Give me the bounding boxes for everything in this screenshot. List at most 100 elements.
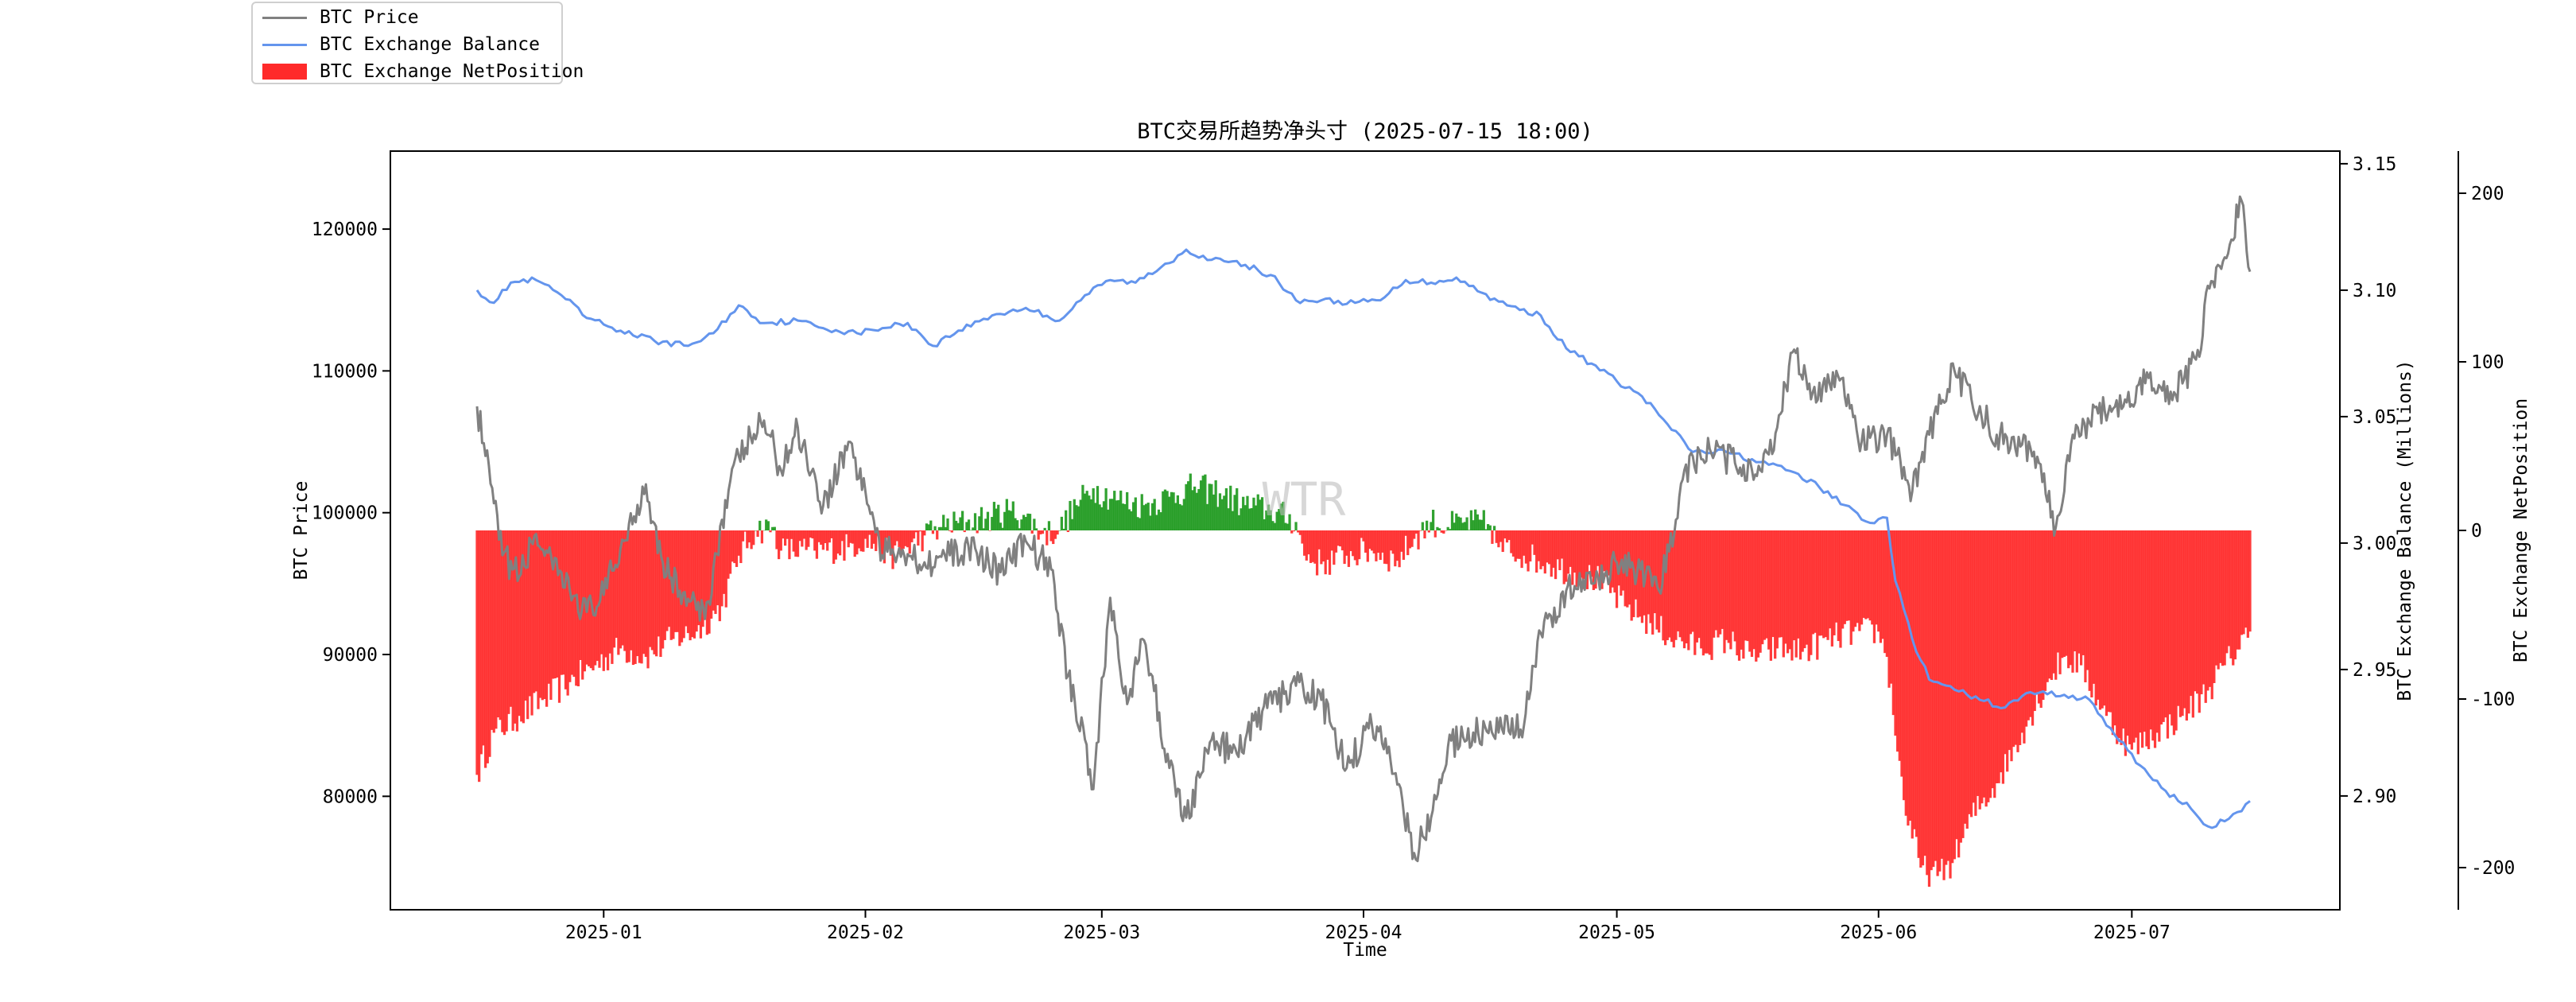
netposition-bar — [2037, 530, 2041, 704]
netposition-bar — [1150, 503, 1154, 530]
netposition-bar — [1594, 530, 1597, 589]
netposition-bar — [1896, 530, 1899, 752]
netposition-bar — [1755, 530, 1758, 662]
netposition-bar — [984, 518, 987, 530]
netposition-bar — [661, 530, 665, 649]
netposition-bar — [1130, 511, 1133, 530]
netposition-bar — [1024, 517, 1027, 530]
netposition-bar — [625, 530, 629, 663]
netposition-bar — [1265, 510, 1268, 530]
netposition-bar — [2140, 530, 2144, 748]
netposition-bar — [659, 530, 662, 658]
netposition-bar — [976, 530, 979, 534]
netposition-bar — [1714, 530, 1717, 631]
netposition-bar — [1803, 530, 1806, 649]
netposition-bar — [1566, 530, 1570, 574]
netposition-bar — [1297, 530, 1300, 533]
netposition-bar — [1267, 504, 1271, 530]
netposition-bar — [1426, 520, 1429, 530]
netposition-bar — [959, 517, 962, 530]
netposition-bar — [515, 530, 519, 732]
netposition-bar — [2240, 530, 2243, 635]
netposition-bar — [1088, 495, 1091, 530]
netposition-bar — [1645, 530, 1648, 635]
netposition-bar — [1685, 530, 1688, 644]
netposition-bar — [2074, 530, 2077, 652]
netposition-bar — [1020, 519, 1023, 530]
netposition-bar — [912, 530, 916, 539]
netposition-bar — [1010, 511, 1013, 530]
netposition-bar — [1932, 530, 1935, 868]
netposition-bar — [1752, 530, 1755, 650]
netposition-bar — [2062, 530, 2066, 657]
netposition-bar — [1862, 530, 1865, 618]
netposition-bar — [1577, 530, 1581, 580]
netposition-bar — [1119, 490, 1123, 530]
netposition-bar — [1499, 530, 1503, 542]
netposition-bar — [1695, 530, 1699, 643]
netposition-bar — [1330, 530, 1333, 551]
netposition-bar — [1600, 530, 1604, 589]
netposition-bar — [2233, 530, 2237, 660]
netposition-bar — [849, 530, 852, 543]
netposition-bar — [1205, 503, 1209, 530]
netposition-bar — [1550, 530, 1553, 577]
netposition-bar — [2097, 530, 2100, 700]
netposition-bar — [789, 530, 793, 539]
netposition-bar — [1379, 530, 1382, 561]
netposition-bar — [1798, 530, 1802, 660]
netposition-bar — [1647, 530, 1651, 615]
netposition-bar — [1459, 517, 1462, 530]
netposition-bar — [746, 530, 749, 549]
netposition-bar — [1721, 530, 1724, 629]
netposition-bar — [1370, 530, 1374, 551]
netposition-bar — [2206, 530, 2209, 691]
netposition-bar — [1480, 519, 1484, 530]
netposition-bar — [946, 518, 949, 530]
netposition-bar — [1639, 530, 1642, 617]
netposition-bar — [2016, 530, 2019, 752]
netposition-bar — [760, 530, 764, 544]
netposition-bar — [1835, 530, 1838, 623]
netposition-bar — [1223, 495, 1226, 530]
netposition-bar — [923, 530, 926, 536]
netposition-bar — [1816, 530, 1819, 660]
netposition-bar — [1163, 489, 1167, 530]
netposition-bar — [868, 530, 871, 535]
netposition-bar — [1733, 530, 1736, 642]
netposition-bar — [699, 530, 703, 639]
netposition-bar — [1214, 480, 1217, 530]
netposition-bar — [895, 530, 898, 542]
netposition-bar — [1988, 530, 1992, 798]
netposition-bar — [2136, 530, 2140, 755]
netposition-bar — [2008, 530, 2011, 751]
netposition-bar — [857, 530, 861, 549]
netposition-bar — [1724, 530, 1728, 640]
netposition-bar — [2101, 530, 2104, 709]
netposition-bar — [1301, 530, 1304, 544]
netposition-bar — [1560, 530, 1564, 559]
netposition-bar — [692, 530, 696, 639]
netposition-bar — [1328, 530, 1332, 575]
netposition-bar — [817, 530, 821, 542]
netposition-bar — [1134, 497, 1137, 530]
netposition-bar — [1478, 519, 1481, 530]
netposition-bar — [1079, 499, 1082, 530]
netposition-bar — [1437, 528, 1441, 530]
netposition-bar — [1717, 530, 1720, 638]
netposition-bar — [630, 530, 633, 651]
netposition-bar — [1075, 505, 1078, 530]
netposition-bar — [1573, 530, 1577, 573]
netposition-bar — [2126, 530, 2129, 736]
netposition-bar — [1681, 530, 1684, 642]
netposition-bar — [1807, 530, 1810, 662]
netposition-bar — [1311, 530, 1314, 562]
netposition-bar — [1011, 501, 1014, 530]
netposition-bar — [2162, 530, 2165, 722]
netposition-bar — [1780, 530, 1783, 638]
netposition-bar — [937, 526, 941, 530]
netposition-bar — [509, 530, 513, 707]
netposition-bar — [1968, 530, 1971, 814]
netposition-bar — [826, 530, 829, 551]
netposition-bar — [1246, 495, 1249, 530]
